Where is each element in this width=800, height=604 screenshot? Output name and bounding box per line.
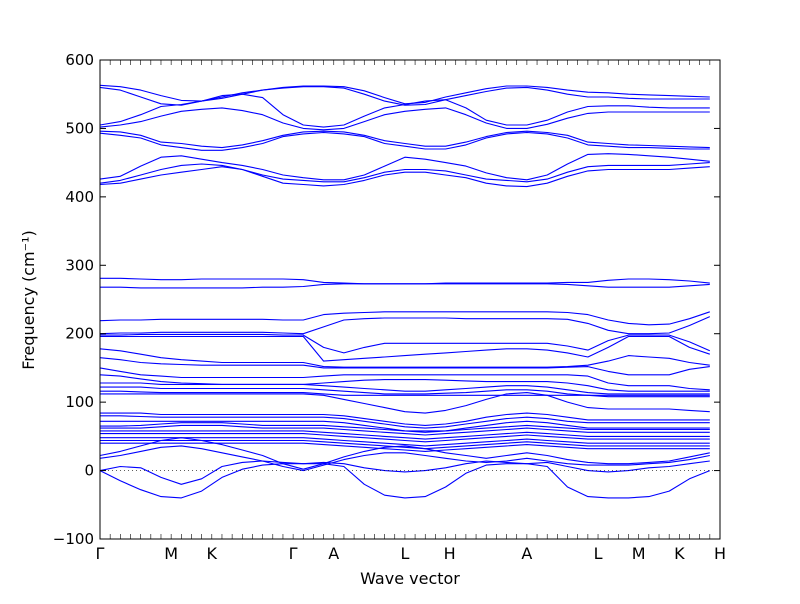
kpoint-label: A <box>521 544 532 563</box>
kpoint-label: M <box>632 544 646 563</box>
phonon-branch-12 <box>99 311 710 326</box>
y-tick-label: 300 <box>65 256 94 274</box>
phonon-branch-19 <box>99 374 710 392</box>
phonon-branch-25 <box>100 415 710 429</box>
kpoint-label: Γ <box>96 544 105 563</box>
phonon-branch-8 <box>99 162 710 184</box>
kpoint-label: K <box>674 544 685 563</box>
phonon-branch-34 <box>99 437 710 470</box>
plot-frame <box>99 59 721 540</box>
phonon-branch-15 <box>100 335 710 362</box>
phonon-branch-23 <box>100 392 710 414</box>
phonon-branch-31 <box>100 437 710 447</box>
kpoint-label: M <box>164 544 178 563</box>
y-tick-label: 200 <box>65 325 94 343</box>
phonon-branch-35 <box>99 445 710 472</box>
x-axis-label: Wave vector <box>360 569 460 588</box>
y-tick-label: 500 <box>65 119 94 137</box>
series-layer <box>99 84 711 499</box>
y-tick-label: −100 <box>53 530 94 548</box>
phonon-branch-28 <box>100 424 710 436</box>
phonon-branch-21 <box>100 386 710 396</box>
phonon-branch-24 <box>100 412 710 426</box>
kpoint-label: H <box>444 544 456 563</box>
kpoint-label: Γ <box>289 544 298 563</box>
phonon-branch-30 <box>100 433 710 443</box>
kpoint-label: A <box>328 544 339 563</box>
phonon-branch-1 <box>99 84 710 105</box>
kpoint-label: H <box>714 544 726 563</box>
phonon-branch-10 <box>100 277 710 285</box>
phonon-branch-11 <box>100 283 710 289</box>
phonon-branch-13 <box>99 316 711 335</box>
y-axis-ticks: −100 0 100 200 300 400 500 600 <box>53 51 720 548</box>
phonon-branch-6 <box>99 131 710 151</box>
phonon-branch-3 <box>99 93 710 128</box>
phonon-branch-33 <box>100 442 710 452</box>
phonon-branch-20 <box>100 382 710 395</box>
phonon-branch-14 <box>100 333 711 354</box>
phonon-branch-27 <box>100 422 710 432</box>
phonon-branch-17 <box>99 357 710 376</box>
y-tick-label: 0 <box>84 462 94 480</box>
y-axis-label: Frequency (cm⁻¹) <box>19 230 38 369</box>
kpoint-label: L <box>400 544 409 563</box>
phonon-branch-29 <box>100 430 710 440</box>
kpoint-label: K <box>207 544 218 563</box>
phonon-branch-22 <box>100 390 710 398</box>
phonon-branch-9 <box>99 166 710 188</box>
y-tick-label: 400 <box>65 188 94 206</box>
phonon-branch-16 <box>99 348 710 368</box>
phonon-branch-5 <box>99 130 710 149</box>
phonon-branch-7 <box>99 153 710 181</box>
phonon-branch-18 <box>99 367 710 391</box>
phonon-branch-4 <box>99 107 710 131</box>
y-tick-label: 100 <box>65 393 94 411</box>
phonon-branch-37 <box>99 463 711 499</box>
kpoint-label: L <box>594 544 603 563</box>
phonon-branch-36 <box>99 460 710 485</box>
y-tick-label: 600 <box>65 51 94 69</box>
